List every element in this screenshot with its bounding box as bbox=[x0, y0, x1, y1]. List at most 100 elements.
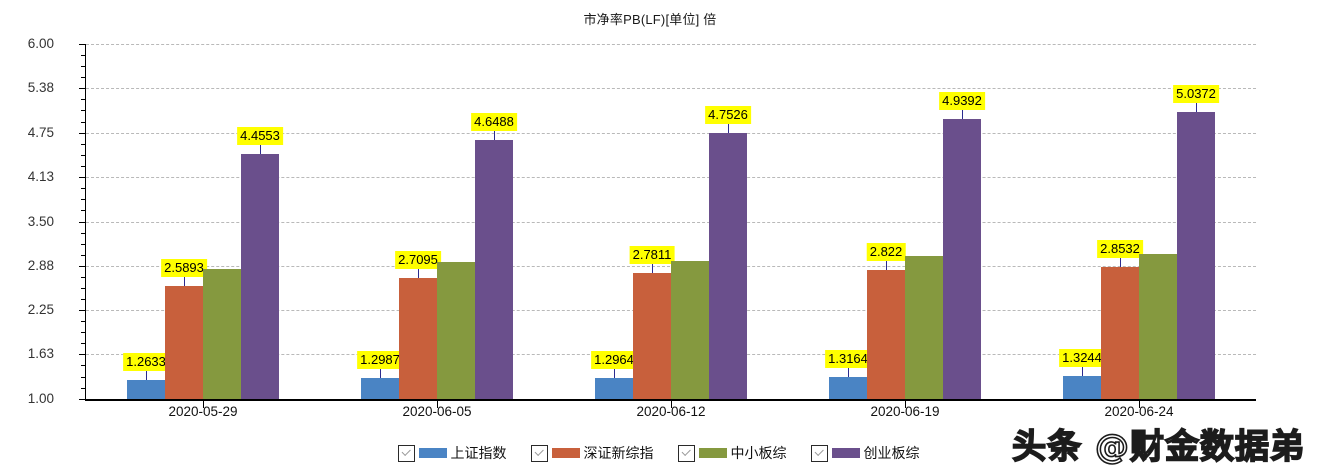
y-axis-tick-mark bbox=[79, 221, 86, 223]
x-axis-tick-mark bbox=[1139, 399, 1140, 408]
bar[interactable] bbox=[241, 153, 279, 399]
legend-item-2[interactable]: 中小板综 bbox=[677, 443, 787, 463]
y-axis-tick-mark bbox=[79, 265, 86, 267]
y-axis-minor-tick bbox=[81, 121, 86, 123]
chart-title: 市净率PB(LF)[单位] 倍 bbox=[583, 12, 717, 27]
y-axis-minor-tick bbox=[81, 66, 86, 67]
y-axis-minor-tick bbox=[81, 254, 86, 256]
bar[interactable] bbox=[1101, 267, 1139, 399]
bar[interactable] bbox=[1139, 254, 1177, 399]
bar-label-stem bbox=[1196, 103, 1197, 113]
bar[interactable] bbox=[943, 119, 981, 399]
y-axis-tick-mark bbox=[79, 176, 86, 178]
bar-value-label: 2.822 bbox=[866, 242, 906, 261]
gridline bbox=[86, 132, 1256, 134]
bar[interactable] bbox=[165, 286, 203, 399]
bar-label-stem bbox=[614, 368, 615, 378]
x-axis-tick-label: 2020-06-05 bbox=[402, 404, 472, 419]
x-axis-tick-mark bbox=[203, 399, 204, 408]
bar[interactable] bbox=[399, 277, 437, 399]
bar[interactable] bbox=[1177, 112, 1215, 399]
legend-item-1[interactable]: 深证新综指 bbox=[530, 443, 654, 463]
bar-label-stem bbox=[886, 260, 887, 270]
gridline bbox=[86, 88, 1256, 90]
y-axis-tick-label: 4.75 bbox=[27, 124, 54, 140]
bar[interactable] bbox=[203, 269, 241, 399]
legend-label: 创业板综 bbox=[863, 445, 920, 461]
legend-color-swatch bbox=[418, 448, 447, 458]
y-axis-minor-tick bbox=[81, 365, 86, 367]
bar-value-label: 4.9392 bbox=[939, 92, 985, 111]
y-axis-minor-tick bbox=[81, 387, 86, 389]
bar-value-label: 1.2964 bbox=[591, 350, 637, 369]
bar-value-label: 1.3164 bbox=[825, 349, 871, 368]
bar-label-stem bbox=[962, 110, 963, 120]
bar-label-stem bbox=[652, 263, 653, 273]
y-axis-minor-tick bbox=[81, 55, 86, 56]
y-axis-tick-label: 2.88 bbox=[27, 257, 54, 273]
gridline bbox=[86, 176, 1256, 178]
y-axis: 1.00 1.63 2.25 2.88 3.50 4.13 4.75 5.38 6.00 bbox=[0, 0, 86, 474]
y-axis-tick-label: 1.63 bbox=[27, 346, 54, 362]
legend-item-0[interactable]: 上证指数 bbox=[397, 443, 507, 463]
plot-area: 1.2633 2.5893 4.4553 1.2987 2.7095 4.6488 1.29… bbox=[86, 44, 1256, 400]
y-axis-minor-tick bbox=[81, 187, 86, 189]
bar-value-label: 2.8532 bbox=[1097, 240, 1143, 259]
y-axis-minor-tick bbox=[81, 110, 86, 112]
bar[interactable] bbox=[595, 377, 633, 399]
x-axis-tick-label: 2020-05-29 bbox=[168, 404, 238, 419]
bar[interactable] bbox=[829, 376, 867, 399]
bar[interactable] bbox=[633, 272, 671, 399]
x-axis-tick-mark bbox=[671, 399, 672, 408]
bar-label-stem bbox=[260, 144, 261, 154]
y-axis-minor-tick bbox=[81, 154, 86, 156]
y-axis-tick-label: 6.00 bbox=[27, 36, 54, 51]
y-axis-tick-mark bbox=[79, 354, 86, 356]
y-axis-minor-tick bbox=[81, 210, 86, 212]
y-axis-minor-tick bbox=[81, 299, 86, 301]
y-axis-minor-tick bbox=[81, 276, 86, 278]
y-axis-tick-mark bbox=[79, 88, 86, 90]
bar[interactable] bbox=[127, 380, 165, 399]
y-axis-tick-label: 5.38 bbox=[27, 80, 54, 96]
bar[interactable] bbox=[867, 269, 905, 399]
bar[interactable] bbox=[905, 255, 943, 399]
legend-checkbox-icon[interactable] bbox=[677, 444, 695, 462]
bar[interactable] bbox=[361, 377, 399, 399]
y-axis-tick-mark bbox=[79, 399, 86, 400]
y-axis-tick-label: 1.00 bbox=[27, 391, 54, 406]
bar-label-stem bbox=[418, 268, 419, 278]
legend-label: 中小板综 bbox=[730, 445, 787, 461]
y-axis-line bbox=[85, 44, 86, 400]
bar-value-label: 4.6488 bbox=[471, 112, 517, 131]
bar-value-label: 2.5893 bbox=[161, 259, 207, 278]
legend-label: 上证指数 bbox=[450, 445, 507, 461]
y-axis-minor-tick bbox=[81, 287, 86, 289]
bar-label-stem bbox=[146, 371, 147, 381]
x-axis-tick-mark bbox=[905, 399, 906, 408]
legend-label: 深证新综指 bbox=[583, 445, 654, 461]
legend-checkbox-icon[interactable] bbox=[810, 444, 828, 462]
bar[interactable] bbox=[475, 139, 513, 399]
bar-value-label: 2.7811 bbox=[629, 245, 675, 264]
bar-label-stem bbox=[1082, 366, 1083, 376]
legend-checkbox-icon[interactable] bbox=[397, 444, 415, 462]
y-axis-tick-label: 3.50 bbox=[27, 213, 54, 229]
bar-label-stem bbox=[1120, 258, 1121, 268]
bar[interactable] bbox=[1063, 375, 1101, 399]
bar-value-label: 5.0372 bbox=[1173, 85, 1219, 104]
bar-label-stem bbox=[848, 367, 849, 377]
bar[interactable] bbox=[709, 132, 747, 399]
legend-checkbox-icon[interactable] bbox=[530, 444, 548, 462]
bar[interactable] bbox=[671, 261, 709, 399]
legend-item-3[interactable]: 创业板综 bbox=[810, 443, 920, 463]
x-axis-tick-label: 2020-06-24 bbox=[1104, 404, 1174, 419]
x-axis-line bbox=[85, 399, 1256, 401]
y-axis-minor-tick bbox=[81, 332, 86, 334]
y-axis-minor-tick bbox=[81, 321, 86, 323]
y-axis-minor-tick bbox=[81, 165, 86, 167]
y-axis-minor-tick bbox=[81, 376, 86, 378]
y-axis-tick-mark bbox=[79, 132, 86, 134]
bar[interactable] bbox=[437, 261, 475, 399]
